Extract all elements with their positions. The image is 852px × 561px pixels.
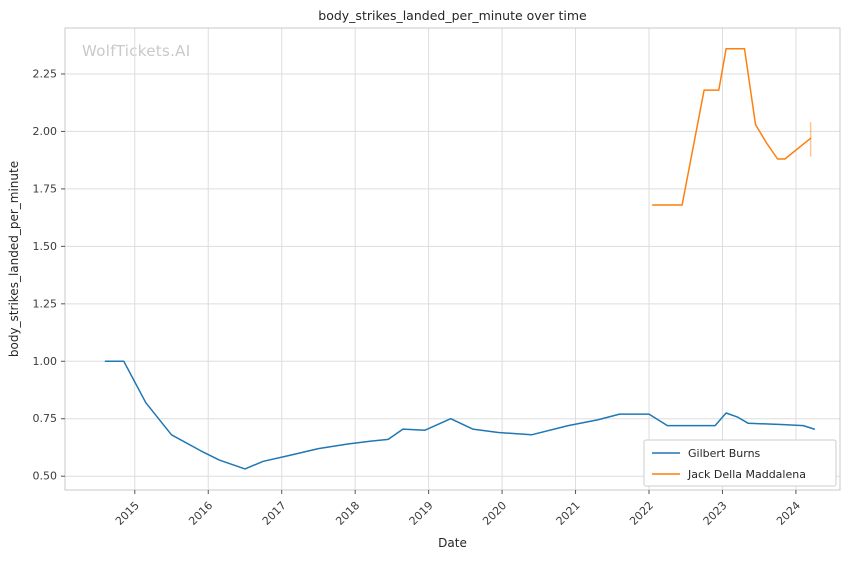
y-tick-label: 2.00 (33, 125, 58, 138)
y-tick-label: 1.00 (33, 355, 58, 368)
y-tick-label: 1.25 (33, 297, 58, 310)
legend-label: Gilbert Burns (688, 447, 761, 460)
series-line-0 (104, 360, 816, 470)
legend: Gilbert Burns Jack Della Maddalena (643, 439, 837, 487)
series-line-1 (651, 47, 812, 206)
x-tick-label: 2023 (701, 499, 730, 528)
y-tick-label: 0.75 (33, 412, 58, 425)
x-axis-label: Date (438, 536, 467, 550)
watermark: WolfTickets.AI (82, 42, 191, 60)
legend-box (643, 439, 837, 487)
plot-border (64, 27, 841, 491)
y-axis-label: body_strikes_landed_per_minute (7, 160, 21, 358)
x-tick-label: 2016 (186, 499, 215, 528)
legend-label: Jack Della Maddalena (687, 468, 806, 481)
x-tick-label: 2021 (554, 499, 583, 528)
y-tick-label: 1.75 (33, 182, 58, 195)
x-tick-label: 2019 (407, 499, 436, 528)
x-tick-label: 2018 (333, 499, 362, 528)
x-tick-label: 2022 (627, 499, 656, 528)
y-tick-label: 0.50 (33, 470, 58, 483)
x-tick-label: 2015 (113, 499, 142, 528)
y-tick-label: 2.25 (33, 67, 58, 80)
chart-title: body_strikes_landed_per_minute over time (318, 8, 587, 23)
x-tick-label: 2024 (774, 499, 803, 528)
x-tick-label: 2017 (260, 499, 289, 528)
data-series (104, 47, 816, 470)
grid-lines (64, 27, 841, 491)
y-tick-label: 1.50 (33, 240, 58, 253)
x-tick-label: 2020 (480, 499, 509, 528)
